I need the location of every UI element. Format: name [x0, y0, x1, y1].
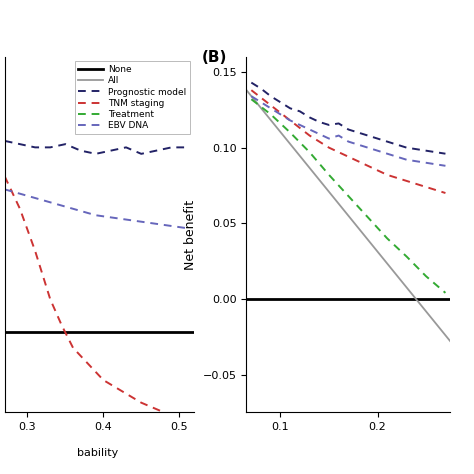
Y-axis label: Net benefit: Net benefit: [184, 200, 197, 270]
Text: (B): (B): [201, 50, 227, 65]
Legend: None, All, Prognostic model, TNM staging, Treatment, EBV DNA: None, All, Prognostic model, TNM staging…: [74, 62, 190, 134]
Text: bability: bability: [76, 448, 118, 458]
